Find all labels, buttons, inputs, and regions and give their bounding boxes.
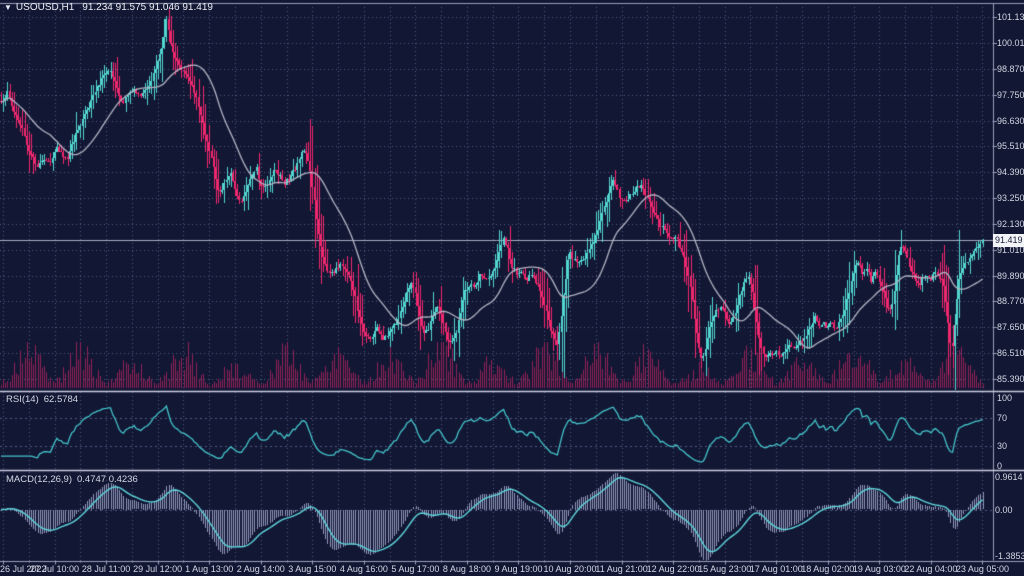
price-tick-label: 89.890 — [997, 270, 1024, 281]
time-tick-label: 17 Aug 01:00 — [749, 564, 803, 574]
price-tick-label: 85.390 — [997, 374, 1024, 385]
time-tick-label: 4 Aug 16:00 — [339, 564, 388, 574]
symbol-dropdown-icon[interactable]: ▼ — [4, 3, 12, 12]
price-tick-label: 100.010 — [997, 37, 1024, 48]
rsi-tick-label: 100 — [997, 393, 1013, 403]
price-tick-label: 86.510 — [997, 348, 1024, 359]
time-tick-label: 23 Aug 05:00 — [955, 564, 1009, 574]
price-tick-label: 95.510 — [997, 141, 1024, 152]
time-tick-label: 22 Aug 04:00 — [904, 564, 958, 574]
rsi-tick-label: 0 — [997, 461, 1003, 471]
rsi-tick-label: 70 — [997, 413, 1008, 424]
time-tick-label: 12 Aug 22:00 — [646, 564, 700, 574]
time-tick-label: 10 Aug 20:00 — [543, 564, 597, 574]
price-tick-label: 88.770 — [997, 296, 1024, 307]
time-tick-label: 19 Aug 03:00 — [852, 564, 906, 574]
price-tick-label: 97.750 — [997, 89, 1024, 100]
price-tick-label: 98.870 — [997, 63, 1024, 74]
price-tick-label: 93.250 — [997, 193, 1024, 204]
price-tick-label: 91.010 — [997, 244, 1024, 255]
price-tick-label: 92.130 — [997, 219, 1024, 229]
time-tick-label: 1 Aug 13:00 — [185, 564, 234, 574]
time-tick-label: 8 Aug 18:00 — [442, 564, 491, 574]
time-tick-label: 15 Aug 23:00 — [698, 564, 752, 574]
macd-tick-label: 0.9614 — [995, 472, 1023, 483]
time-tick-label: 18 Aug 02:00 — [801, 564, 855, 574]
time-tick-label: 26 Jul 2022 — [0, 564, 47, 574]
price-tick-label: 87.650 — [997, 322, 1024, 333]
time-tick-label: 9 Aug 19:00 — [494, 564, 543, 574]
price-tick-label: 96.630 — [997, 115, 1024, 126]
time-tick-label: 27 Jul 10:00 — [30, 564, 80, 574]
rsi-tick-label: 30 — [997, 440, 1008, 451]
macd-tick-label: -1.3853 — [995, 551, 1024, 561]
price-tick-label: 101.130 — [997, 12, 1024, 23]
time-tick-label: 29 Jul 12:00 — [133, 564, 183, 574]
macd-tick-label: 0.00 — [995, 504, 1013, 515]
time-tick-label: 2 Aug 14:00 — [236, 564, 285, 574]
price-tick-label: 94.390 — [997, 167, 1024, 178]
time-tick-label: 5 Aug 17:00 — [391, 564, 440, 574]
time-tick-label: 3 Aug 15:00 — [288, 564, 337, 574]
time-tick-label: 28 Jul 11:00 — [81, 564, 131, 574]
time-tick-label: 11 Aug 21:00 — [595, 564, 648, 574]
